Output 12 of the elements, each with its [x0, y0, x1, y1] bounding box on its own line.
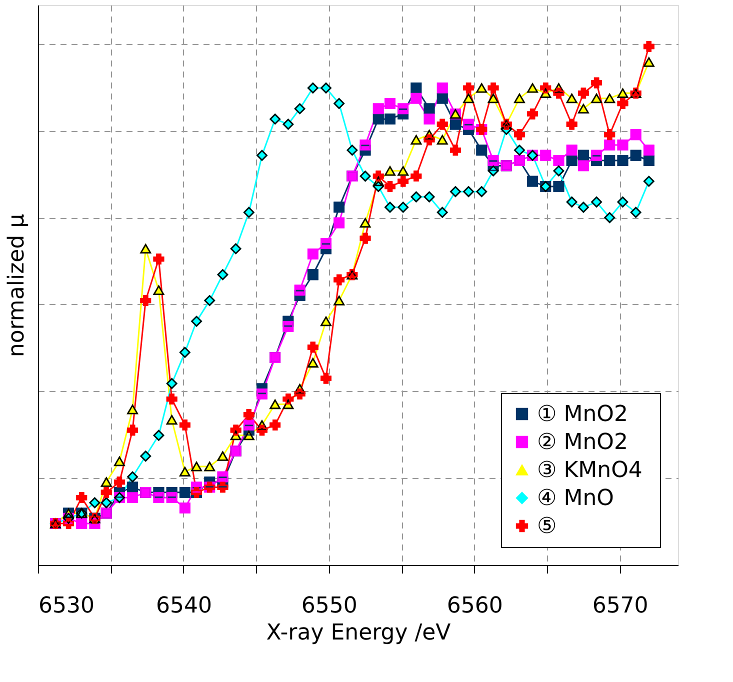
x-tick-label: 6550	[301, 594, 358, 618]
x-tick-label: 6560	[446, 594, 503, 618]
x-tick-label: 6540	[156, 594, 212, 618]
legend-label: ⑤	[537, 514, 557, 539]
y-axis-title: normalized μ	[4, 214, 30, 358]
x-tick-label: 6530	[38, 594, 94, 618]
legend-label: ④ MnO	[537, 486, 614, 511]
legend-label: ③ KMnO4	[537, 458, 642, 483]
legend-label: ① MnO2	[537, 402, 628, 427]
x-axis-title: X-ray Energy /eV	[266, 620, 451, 646]
x-tick-label: 6570	[592, 594, 648, 618]
legend-label: ② MnO2	[537, 430, 628, 455]
